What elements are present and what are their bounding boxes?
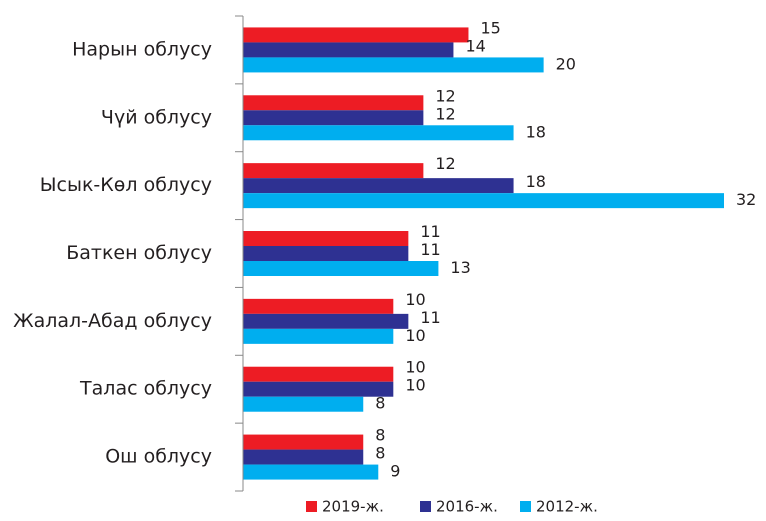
bar bbox=[243, 193, 724, 209]
bar bbox=[243, 298, 394, 314]
bar bbox=[243, 57, 544, 73]
value-label: 12 bbox=[435, 154, 455, 173]
value-label: 12 bbox=[435, 104, 455, 123]
bar bbox=[243, 464, 379, 480]
category-label: Талас облусу bbox=[79, 378, 212, 400]
bar bbox=[243, 95, 424, 111]
value-label: 10 bbox=[405, 290, 425, 309]
bar bbox=[243, 366, 394, 382]
bar bbox=[243, 231, 409, 246]
bar bbox=[243, 434, 364, 450]
legend-swatch bbox=[420, 501, 431, 512]
value-label: 8 bbox=[375, 394, 385, 413]
bar bbox=[243, 328, 394, 344]
category-label: Ош облусу bbox=[105, 446, 212, 468]
value-label: 11 bbox=[420, 240, 440, 259]
category-label: Жалал-Абад облусу bbox=[13, 310, 212, 332]
value-label: 14 bbox=[465, 36, 485, 55]
value-label: 18 bbox=[526, 172, 546, 191]
bar bbox=[243, 381, 394, 397]
value-label: 18 bbox=[526, 122, 546, 141]
legend-swatch bbox=[306, 501, 317, 512]
value-label: 10 bbox=[405, 326, 425, 345]
category-label: Нарын облусу bbox=[72, 38, 212, 60]
bar bbox=[243, 396, 364, 412]
category-label: Ысык-Көл облусу bbox=[40, 174, 212, 196]
value-label: 12 bbox=[435, 86, 455, 105]
bar bbox=[243, 313, 409, 329]
value-label: 10 bbox=[405, 358, 425, 377]
bar bbox=[243, 110, 424, 126]
value-label: 8 bbox=[375, 444, 385, 463]
legend-swatch bbox=[520, 501, 531, 512]
value-label: 8 bbox=[375, 426, 385, 445]
value-label: 20 bbox=[556, 54, 576, 73]
value-label: 15 bbox=[480, 18, 500, 37]
value-label: 32 bbox=[736, 190, 756, 209]
value-label: 11 bbox=[420, 308, 440, 327]
bar bbox=[243, 27, 469, 43]
bar bbox=[243, 178, 514, 194]
category-label: Баткен облусу bbox=[66, 242, 212, 264]
category-label: Чүй облусу bbox=[101, 106, 212, 128]
value-label: 9 bbox=[390, 462, 400, 481]
bar bbox=[243, 125, 514, 141]
bar bbox=[243, 261, 439, 276]
value-label: 11 bbox=[420, 222, 440, 241]
value-label: 10 bbox=[405, 376, 425, 395]
legend-label: 2019-ж. bbox=[322, 498, 384, 516]
bar bbox=[243, 246, 409, 261]
legend-label: 2016-ж. bbox=[436, 498, 498, 516]
bar bbox=[243, 42, 454, 58]
bar bbox=[243, 163, 424, 179]
bar bbox=[243, 449, 364, 465]
value-label: 13 bbox=[450, 258, 470, 277]
legend-label: 2012-ж. bbox=[536, 498, 598, 516]
